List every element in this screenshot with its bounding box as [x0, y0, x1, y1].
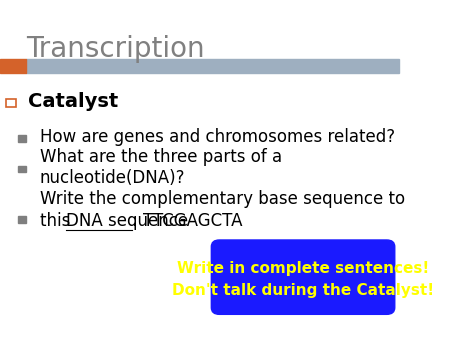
Text: How are genes and chromosomes related?: How are genes and chromosomes related?: [40, 128, 395, 146]
Text: Don't talk during the Catalyst!: Don't talk during the Catalyst!: [172, 283, 434, 298]
Text: this: this: [40, 212, 76, 231]
Text: DNA sequence: DNA sequence: [66, 212, 188, 231]
FancyBboxPatch shape: [18, 216, 26, 223]
Bar: [26, 59, 399, 73]
FancyBboxPatch shape: [18, 135, 26, 142]
Text: Write in complete sentences!: Write in complete sentences!: [177, 261, 429, 275]
Text: Write the complementary base sequence to: Write the complementary base sequence to: [40, 190, 405, 209]
Text: Transcription: Transcription: [26, 35, 205, 63]
Text: : TTCGAGCTA: : TTCGAGCTA: [131, 212, 242, 231]
Text: Catalyst: Catalyst: [28, 92, 118, 111]
FancyBboxPatch shape: [212, 240, 395, 314]
Text: What are the three parts of a
nucleotide(DNA)?: What are the three parts of a nucleotide…: [40, 148, 282, 187]
FancyBboxPatch shape: [18, 166, 26, 172]
FancyBboxPatch shape: [6, 99, 16, 107]
Bar: [0, 59, 26, 73]
